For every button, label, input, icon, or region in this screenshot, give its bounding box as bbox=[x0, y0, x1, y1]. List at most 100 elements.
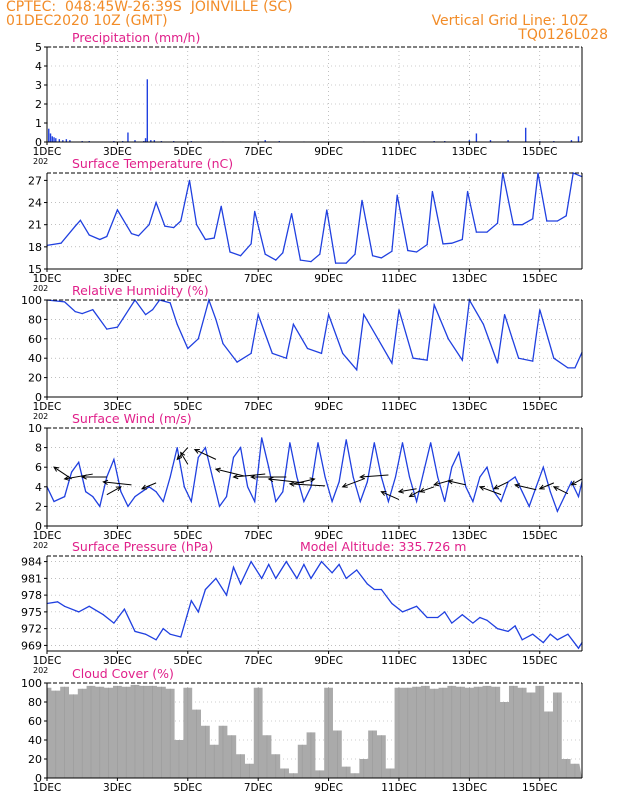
series-point bbox=[63, 301, 66, 303]
wind-arrow-head bbox=[433, 481, 440, 487]
series-point bbox=[195, 224, 198, 226]
series-point bbox=[556, 639, 558, 641]
series-point bbox=[197, 611, 199, 613]
series-line bbox=[46, 437, 583, 513]
wind-arrow bbox=[479, 486, 502, 496]
series-point bbox=[496, 362, 499, 364]
y-tick-label: 0 bbox=[35, 520, 42, 533]
x-tick-label: 11DEC bbox=[381, 273, 416, 285]
series-point bbox=[331, 500, 333, 503]
series-point bbox=[285, 560, 287, 563]
wind-arrow bbox=[194, 449, 217, 460]
series-point bbox=[264, 253, 266, 255]
wind-arrow-head bbox=[552, 486, 559, 492]
series-point bbox=[120, 491, 122, 493]
y-tick-label: 981 bbox=[21, 572, 42, 585]
wind-arrow bbox=[571, 478, 583, 486]
panel-title: Surface Temperature (nC) bbox=[72, 156, 233, 171]
series-point bbox=[78, 461, 80, 463]
series-point bbox=[556, 510, 558, 512]
wind-arrow-head bbox=[478, 485, 485, 491]
series-point bbox=[303, 563, 305, 565]
series-point bbox=[500, 500, 502, 503]
series-point bbox=[521, 224, 523, 226]
series-point bbox=[81, 312, 83, 315]
panel-title: Surface Pressure (hPa) bbox=[72, 539, 213, 554]
series-point bbox=[268, 563, 270, 565]
wind-arrow-head bbox=[447, 479, 454, 485]
series-point bbox=[407, 249, 409, 252]
series-point bbox=[232, 456, 235, 458]
location-label: CPTEC: 048:45W-26:39S JOINVILLE (SC) bbox=[6, 0, 293, 15]
y-tick-label: 80 bbox=[28, 696, 42, 709]
wind-arrow bbox=[553, 486, 569, 495]
series-point bbox=[345, 439, 347, 441]
series-point bbox=[373, 442, 375, 444]
y-tick-label: 0 bbox=[35, 136, 42, 149]
wind-arrow bbox=[268, 478, 304, 484]
series-point bbox=[356, 569, 358, 571]
x-tick-label: 1DEC bbox=[33, 401, 62, 413]
series-point bbox=[327, 313, 330, 316]
wind-arrow bbox=[515, 484, 537, 491]
series-point bbox=[447, 338, 449, 340]
series-point bbox=[257, 313, 259, 316]
x-tick-label: 11DEC bbox=[381, 401, 416, 413]
series-point bbox=[412, 357, 414, 359]
series-point bbox=[486, 466, 488, 468]
series-point bbox=[549, 491, 551, 493]
series-point bbox=[408, 476, 411, 478]
x-tick-label: 7DEC bbox=[244, 401, 273, 413]
series-point bbox=[479, 616, 481, 619]
x-tick-label: 3DEC bbox=[103, 782, 132, 794]
series-point bbox=[338, 563, 340, 565]
series-point bbox=[451, 622, 453, 624]
wind-arrow bbox=[419, 486, 435, 493]
series-point bbox=[430, 442, 432, 444]
series-point bbox=[296, 476, 298, 478]
series-point bbox=[528, 505, 530, 507]
series-point bbox=[306, 347, 309, 350]
x-tick-label: 1DEC bbox=[33, 146, 62, 158]
y-tick-label: 80 bbox=[28, 313, 42, 326]
wind-arrow-head bbox=[538, 484, 545, 490]
panel-2: 15 18 21 24 27 1DEC 3DEC 5DEC 7DEC 9DEC 11DEC 13DEC… bbox=[28, 156, 583, 293]
x-tick-label: 3DEC bbox=[103, 273, 132, 285]
panel-title: Cloud Cover (%) bbox=[72, 666, 174, 681]
series-point bbox=[423, 471, 425, 473]
series-point bbox=[310, 261, 312, 263]
series-point bbox=[482, 323, 485, 325]
y-tick-label: 27 bbox=[28, 174, 42, 187]
y-tick-label: 40 bbox=[28, 734, 42, 747]
series-point bbox=[155, 639, 157, 641]
y-tick-label: 100 bbox=[21, 677, 42, 690]
series-point bbox=[320, 352, 323, 354]
series-point bbox=[78, 611, 80, 613]
x-tick-label: 13DEC bbox=[452, 401, 487, 413]
series-point bbox=[113, 622, 115, 624]
x-tick-label: 7DEC bbox=[244, 782, 273, 794]
series-point bbox=[512, 224, 514, 226]
y-tick-label: 40 bbox=[28, 352, 42, 365]
y-tick-label: 984 bbox=[21, 556, 42, 569]
y-tick-label: 20 bbox=[28, 372, 42, 385]
wind-arrow bbox=[180, 452, 189, 465]
y-tick-label: 975 bbox=[21, 606, 42, 619]
x-tick-label: 9DEC bbox=[314, 146, 343, 158]
y-tick-label: 1 bbox=[35, 117, 42, 130]
series-point bbox=[218, 505, 221, 507]
y-tick-label: 15 bbox=[28, 263, 42, 276]
series-point bbox=[254, 500, 256, 503]
series-point bbox=[176, 447, 178, 449]
series-point bbox=[310, 486, 312, 488]
series-point bbox=[229, 251, 231, 253]
series-point bbox=[254, 210, 256, 212]
model-altitude-label: Model Altitude: 335.726 m bbox=[300, 539, 466, 554]
y-tick-label: 10 bbox=[28, 422, 42, 435]
x-tick-label: 7DEC bbox=[244, 273, 273, 285]
series-point bbox=[271, 352, 273, 354]
series-point bbox=[215, 318, 217, 320]
series-point bbox=[535, 486, 537, 488]
panel-6: 0 20 40 60 80 100 1DEC 3DEC 5DEC 7DEC 9DEC 11DEC 13D… bbox=[21, 666, 583, 794]
x-tick-label: 15DEC bbox=[522, 530, 557, 542]
